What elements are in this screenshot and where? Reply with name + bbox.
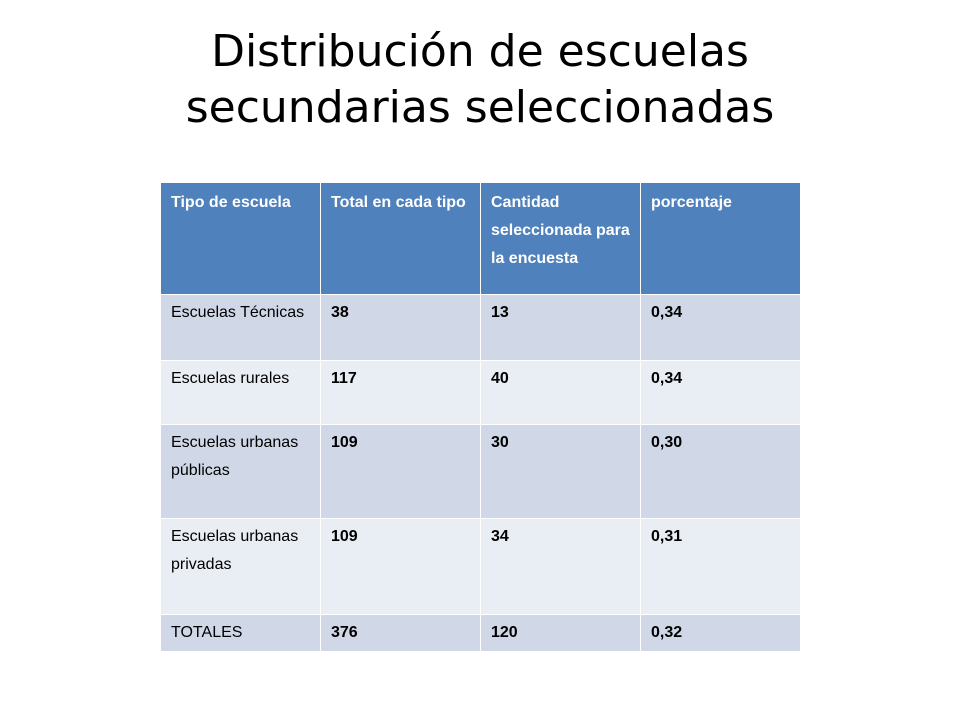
table-header-row: Tipo de escuela Total en cada tipo Canti… (160, 182, 801, 295)
cell-porcentaje: 0,34 (640, 360, 801, 425)
cell-tipo: Escuelas rurales (160, 360, 321, 425)
cell-tipo: Escuelas urbanas privadas (160, 518, 321, 615)
table-row: Escuelas urbanas públicas 109 30 0,30 (160, 424, 801, 519)
cell-tipo: Escuelas urbanas públicas (160, 424, 321, 519)
table-row: Escuelas Técnicas 38 13 0,34 (160, 294, 801, 361)
slide-title-line-2: secundarias seleccionadas (185, 82, 775, 133)
header-cantidad-seleccionada: Cantidad seleccionada para la encuesta (480, 182, 641, 295)
table-body: Escuelas Técnicas 38 13 0,34 Escuelas ru… (160, 294, 801, 652)
cell-tipo: TOTALES (160, 614, 321, 652)
cell-cantidad: 30 (480, 424, 641, 519)
cell-porcentaje: 0,30 (640, 424, 801, 519)
slide-title: Distribución de escuelas secundarias sel… (0, 24, 960, 136)
header-porcentaje: porcentaje (640, 182, 801, 295)
cell-porcentaje: 0,31 (640, 518, 801, 615)
cell-total: 109 (320, 424, 481, 519)
cell-cantidad: 13 (480, 294, 641, 361)
cell-cantidad: 120 (480, 614, 641, 652)
cell-tipo: Escuelas Técnicas (160, 294, 321, 361)
table-header: Tipo de escuela Total en cada tipo Canti… (160, 182, 801, 295)
cell-porcentaje: 0,32 (640, 614, 801, 652)
table-row: Escuelas rurales 117 40 0,34 (160, 360, 801, 425)
cell-total: 376 (320, 614, 481, 652)
cell-total: 109 (320, 518, 481, 615)
schools-table: Tipo de escuela Total en cada tipo Canti… (160, 182, 801, 652)
header-total-en-cada-tipo: Total en cada tipo (320, 182, 481, 295)
header-tipo-de-escuela: Tipo de escuela (160, 182, 321, 295)
cell-porcentaje: 0,34 (640, 294, 801, 361)
cell-cantidad: 34 (480, 518, 641, 615)
cell-total: 117 (320, 360, 481, 425)
slide-title-line-1: Distribución de escuelas (211, 26, 749, 77)
table-row-totals: TOTALES 376 120 0,32 (160, 614, 801, 652)
cell-total: 38 (320, 294, 481, 361)
table-row: Escuelas urbanas privadas 109 34 0,31 (160, 518, 801, 615)
cell-cantidad: 40 (480, 360, 641, 425)
